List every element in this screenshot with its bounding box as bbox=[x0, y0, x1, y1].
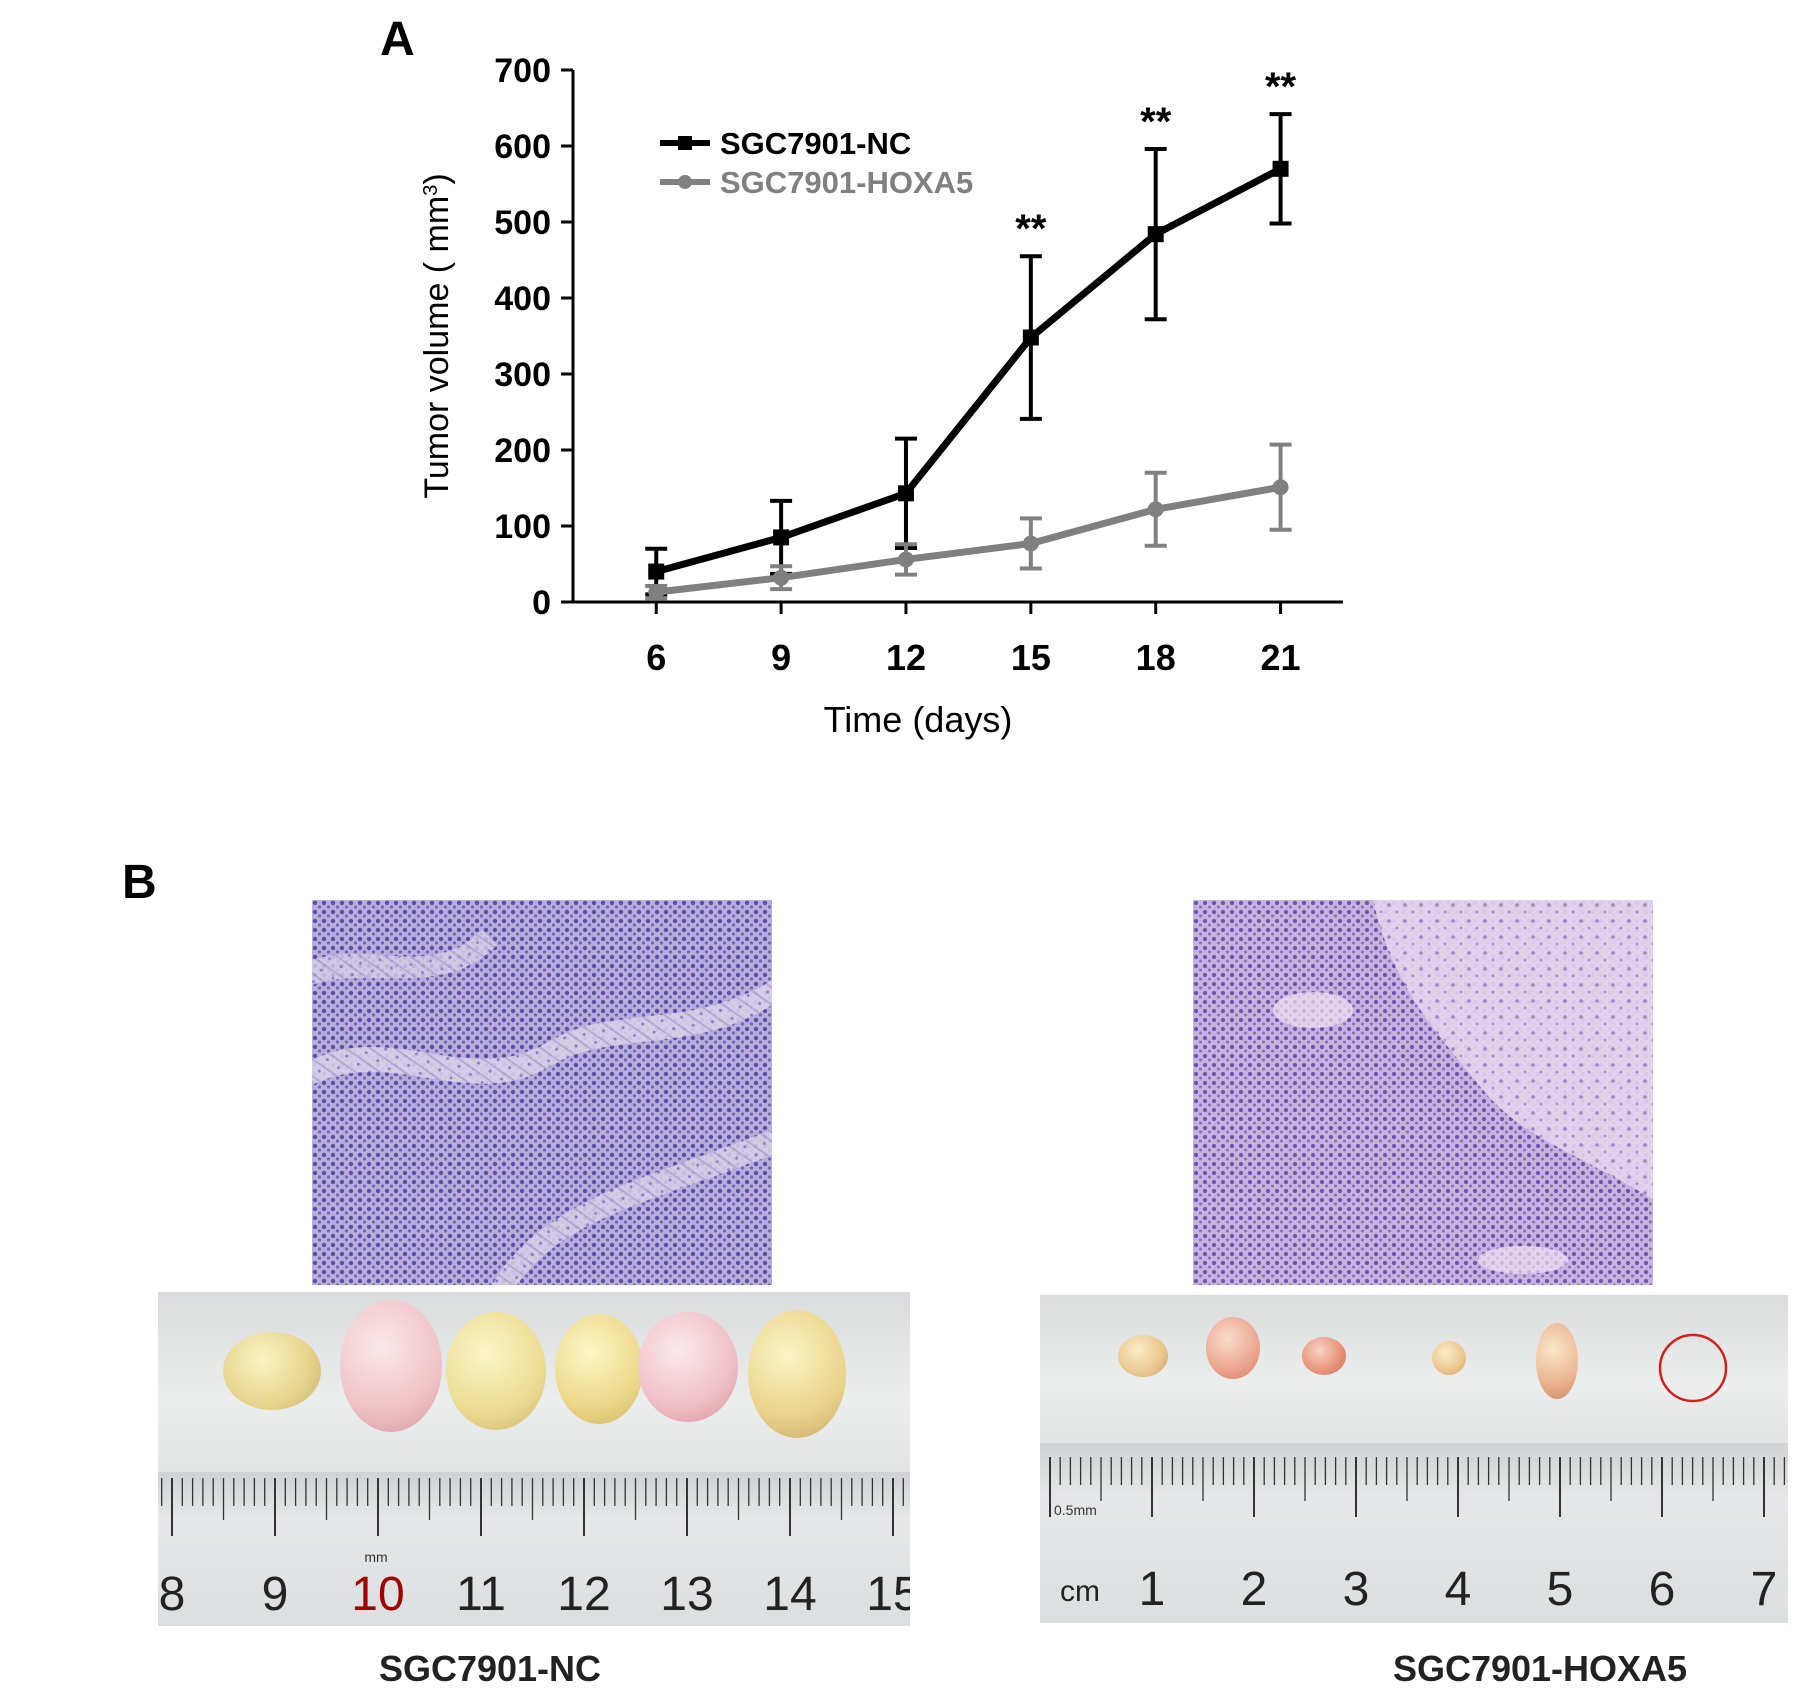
x-tick-label: 6 bbox=[646, 637, 666, 678]
caption-hoxa5: SGC7901-HOXA5 bbox=[1392, 1648, 1688, 1689]
tumor-sample bbox=[1432, 1341, 1466, 1375]
data-point bbox=[1272, 160, 1289, 177]
tumor-sample bbox=[223, 1332, 321, 1410]
tray-background bbox=[1040, 1295, 1788, 1443]
ruler-cm: 1 2 3 4 5 6 7 0.5mm cm bbox=[1040, 1443, 1788, 1623]
ruler-number: 4 bbox=[1445, 1563, 1472, 1616]
ruler-number: 2 bbox=[1241, 1563, 1268, 1616]
significance-annotation: ** bbox=[1265, 65, 1297, 109]
panel-a-label: A bbox=[380, 13, 415, 66]
y-tick-label: 400 bbox=[494, 280, 551, 318]
tumor-sample bbox=[1536, 1323, 1578, 1399]
tumor-volume-chart: 0 100 200 300 400 500 600 700 6 9 12 15 18 21 Time (da… bbox=[418, 52, 1343, 740]
x-tick-label: 21 bbox=[1261, 637, 1301, 678]
ruler-number: 13 bbox=[660, 1568, 713, 1621]
tumor-sample bbox=[446, 1312, 546, 1430]
tumor-sample bbox=[555, 1314, 643, 1424]
series-line bbox=[655, 483, 1282, 596]
y-tick-label: 500 bbox=[494, 204, 551, 242]
legend-marker bbox=[678, 136, 692, 150]
ruler-number: 14 bbox=[763, 1568, 816, 1621]
y-tick-label: 0 bbox=[532, 584, 551, 622]
data-point bbox=[1272, 479, 1289, 496]
data-point bbox=[648, 584, 665, 601]
ruler-number: 6 bbox=[1649, 1563, 1676, 1616]
data-point bbox=[648, 563, 665, 580]
empty-sample-circle bbox=[1658, 1333, 1728, 1403]
data-point bbox=[1147, 226, 1164, 243]
ruler-number: 10 bbox=[351, 1568, 404, 1621]
tumor-sample bbox=[638, 1312, 738, 1422]
ruler-number: 7 bbox=[1751, 1563, 1778, 1616]
data-point bbox=[1022, 329, 1039, 346]
tumor-sample bbox=[1206, 1317, 1260, 1379]
ruler-number: 12 bbox=[557, 1568, 610, 1621]
tumor-photo-nc: 8 9 10 11 12 13 14 15 mm bbox=[158, 1292, 910, 1626]
tumor-photo-hoxa5: 1 2 3 4 5 6 7 0.5mm cm bbox=[1040, 1295, 1788, 1623]
histology-image-hoxa5 bbox=[1193, 900, 1653, 1285]
series-line bbox=[655, 165, 1283, 575]
ruler-number: 15 bbox=[866, 1568, 910, 1621]
data-point bbox=[773, 569, 790, 586]
histology-image-nc bbox=[312, 900, 772, 1285]
legend-label: SGC7901-HOXA5 bbox=[720, 165, 973, 200]
ruler-number: 1 bbox=[1139, 1563, 1166, 1616]
data-point bbox=[773, 529, 790, 546]
significance-annotation: ** bbox=[1140, 100, 1172, 144]
data-point bbox=[897, 485, 914, 502]
ruler-unit-label: mm bbox=[364, 1549, 387, 1565]
caption-nc: SGC7901-NC bbox=[378, 1648, 602, 1689]
ruler-number: 9 bbox=[262, 1568, 289, 1621]
tumor-sample bbox=[748, 1310, 846, 1438]
data-point bbox=[1147, 501, 1164, 518]
tumor-sample bbox=[340, 1300, 442, 1432]
ruler-mm: 8 9 10 11 12 13 14 15 mm bbox=[158, 1472, 910, 1626]
legend-marker bbox=[678, 175, 692, 189]
y-axis-title: Tumor volume ( mm3) bbox=[418, 173, 456, 498]
y-tick-label: 600 bbox=[494, 128, 551, 166]
y-tick-label: 700 bbox=[494, 52, 551, 90]
significance-annotation: ** bbox=[1015, 207, 1047, 251]
y-tick-label: 300 bbox=[494, 356, 551, 394]
tumor-sample bbox=[1302, 1337, 1346, 1375]
ruler-number: 8 bbox=[159, 1568, 186, 1621]
ruler-number: 5 bbox=[1547, 1563, 1574, 1616]
y-tick-label: 200 bbox=[494, 432, 551, 470]
ruler-unit-label: 0.5mm bbox=[1054, 1502, 1097, 1518]
x-tick-label: 9 bbox=[771, 637, 791, 678]
x-axis-title: Time (days) bbox=[824, 699, 1013, 740]
ruler-prefix-label: cm bbox=[1060, 1575, 1100, 1608]
x-tick-label: 12 bbox=[886, 637, 926, 678]
data-point bbox=[897, 551, 914, 568]
ruler-number: 3 bbox=[1343, 1563, 1370, 1616]
legend: SGC7901-NC SGC7901-HOXA5 bbox=[660, 126, 973, 200]
x-tick-label: 15 bbox=[1011, 637, 1051, 678]
data-point bbox=[1022, 535, 1039, 552]
tumor-sample bbox=[1118, 1335, 1168, 1377]
ruler-number: 11 bbox=[456, 1568, 506, 1621]
series-1 bbox=[645, 442, 1292, 601]
panel-b-label: B bbox=[122, 856, 157, 909]
legend-label: SGC7901-NC bbox=[720, 126, 911, 161]
y-tick-label: 100 bbox=[494, 508, 551, 546]
x-tick-label: 18 bbox=[1136, 637, 1176, 678]
